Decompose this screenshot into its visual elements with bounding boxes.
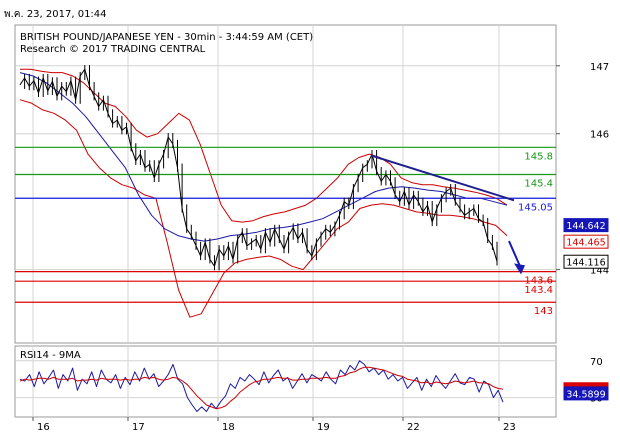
tag-bollinger-box <box>563 234 609 249</box>
y-tick-label: 147 <box>590 62 609 73</box>
y-tick-label: 144 <box>590 266 609 277</box>
level-label-145.8: 145.8 <box>524 151 553 162</box>
bollinger-bands <box>19 68 508 318</box>
rsi-panel <box>14 345 557 418</box>
rsi-line <box>19 360 504 412</box>
x-tick-label: 17 <box>132 422 145 433</box>
x-axis: 16 17 18 19 22 23 <box>32 417 516 433</box>
price-series <box>19 65 498 271</box>
trendline <box>370 154 515 202</box>
level-label-143: 143 <box>534 306 553 317</box>
rsi-ma-line <box>19 366 504 410</box>
chart-title: BRITISH POUND/JAPANESE YEN - 30min - 3:4… <box>20 32 313 43</box>
tag-rsi-label: 34.5899 <box>566 389 605 400</box>
moving-average-line <box>19 72 508 242</box>
x-tick-label: 22 <box>407 422 420 433</box>
grid <box>15 25 556 417</box>
level-label-145.05: 145.05 <box>518 202 553 213</box>
x-tick-label: 16 <box>37 422 50 433</box>
tag-ma-label: 144.642 <box>566 221 605 232</box>
level-label-143.4: 143.4 <box>524 285 553 296</box>
y-tick-label: 146 <box>590 130 609 141</box>
tag-ma-box <box>563 218 609 233</box>
price-close-line <box>19 68 498 267</box>
y-axis: 1441461477030 <box>556 62 609 405</box>
x-tick-label: 23 <box>503 422 516 433</box>
bollinger-lower-line <box>19 99 508 318</box>
rsi-series <box>19 360 504 412</box>
x-tick-label: 19 <box>317 422 330 433</box>
rsi-y-tick-label: 70 <box>590 357 603 368</box>
chart-research: Research © 2017 TRADING CENTRAL <box>20 44 206 55</box>
annotations <box>370 154 525 275</box>
x-tick-label: 18 <box>222 422 235 433</box>
tag-last-price-label: 144.116 <box>566 258 605 269</box>
tag-last-price-box <box>563 254 609 269</box>
level-label-145.4: 145.4 <box>524 178 553 189</box>
forecast-arrow-shaft <box>508 240 521 267</box>
main-panel <box>14 24 557 344</box>
tag-rsi-box <box>563 386 609 401</box>
tag-bollinger-label: 144.465 <box>566 238 605 249</box>
rsi-title: RSI14 - 9MA <box>20 350 81 361</box>
forecast-arrow-head <box>514 263 525 275</box>
bollinger-upper-line <box>20 68 508 223</box>
datetime-label: พ.ค. 23, 2017, 01:44 <box>4 9 107 20</box>
